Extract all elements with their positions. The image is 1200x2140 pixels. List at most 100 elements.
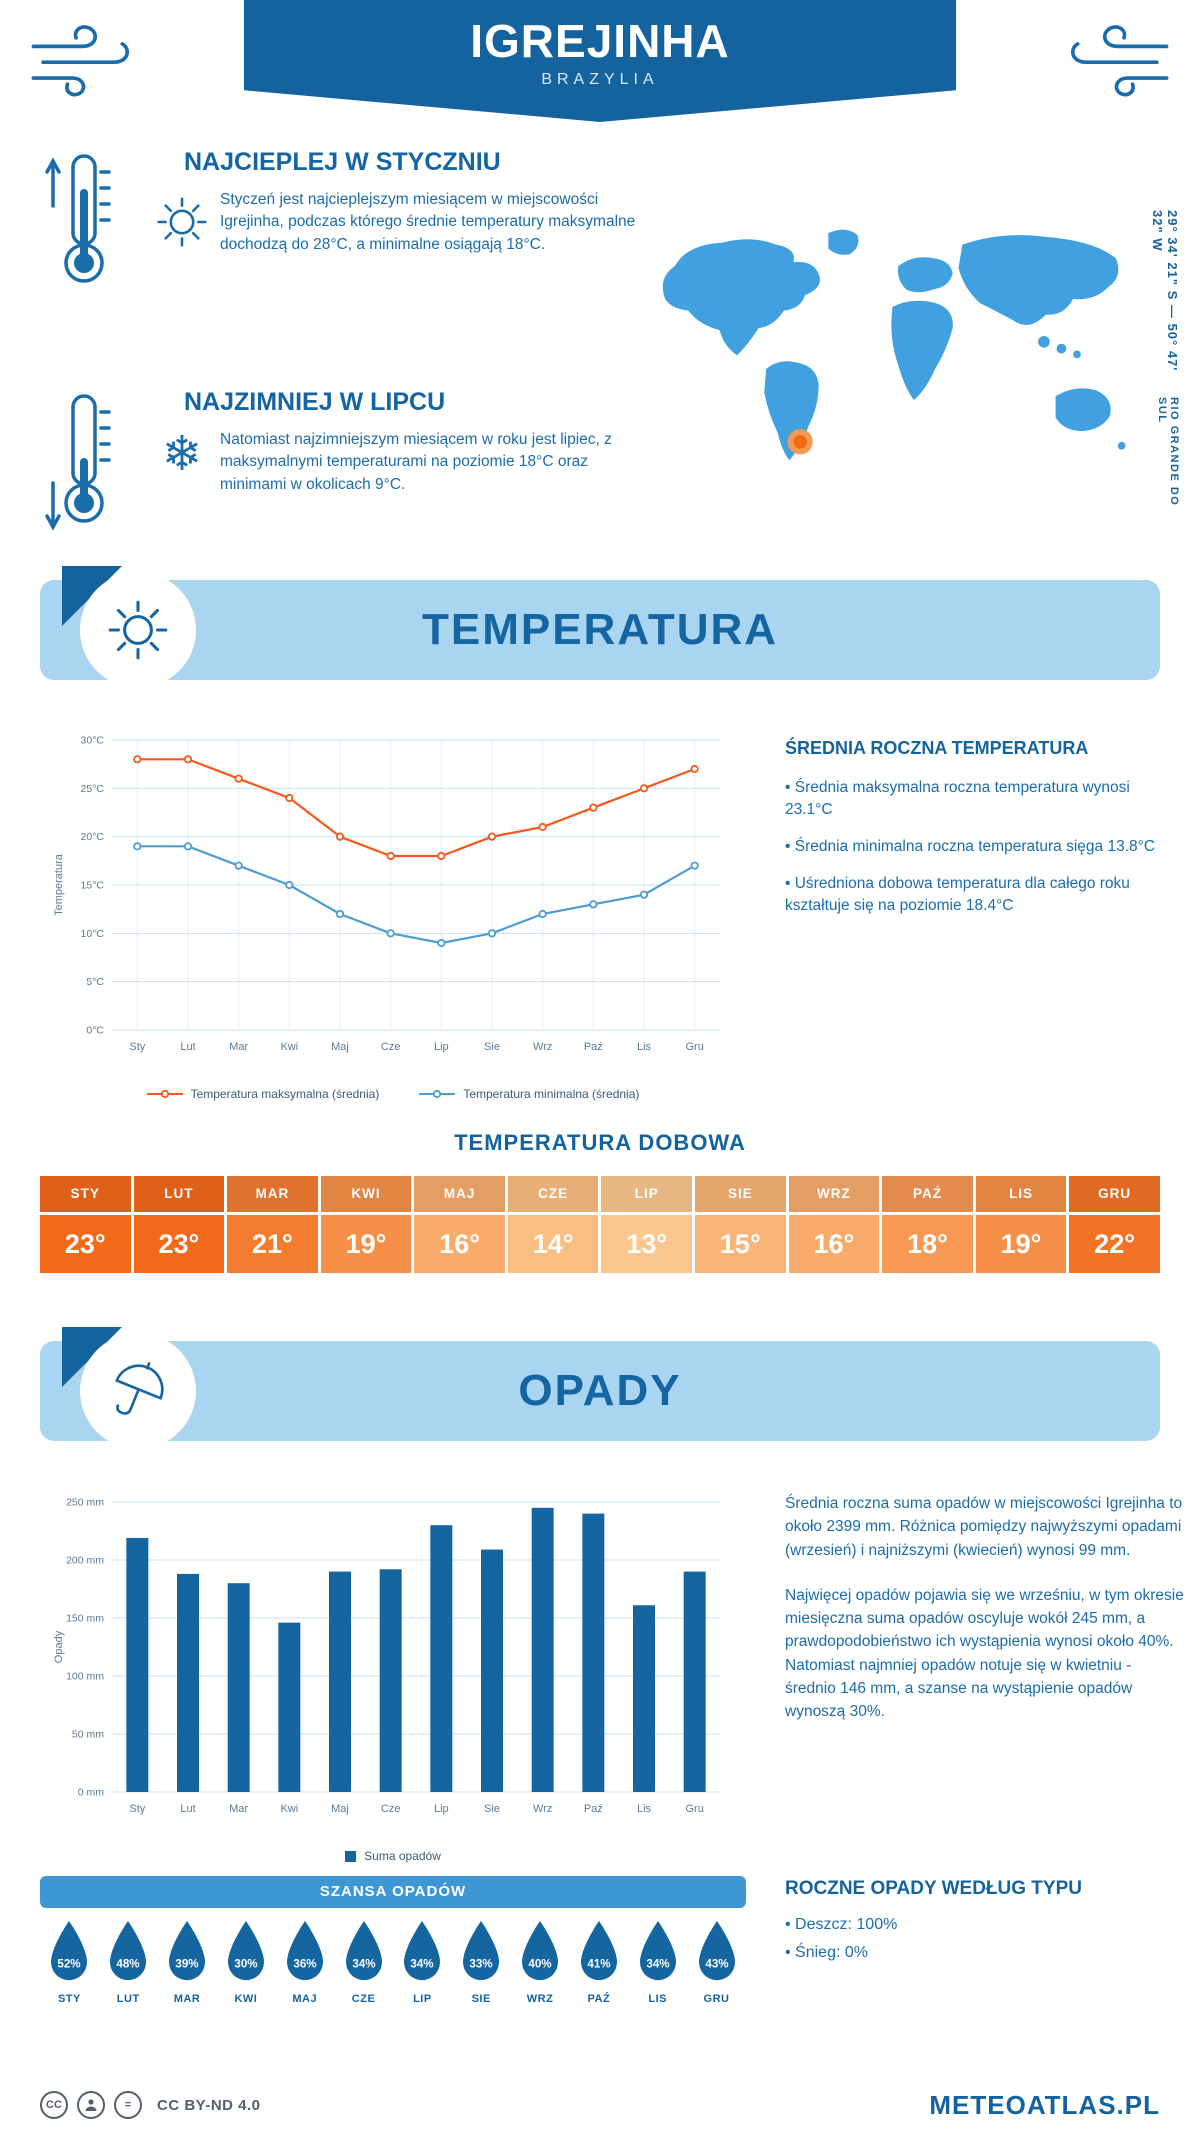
- rain-chance-item: 43% GRU: [687, 1918, 746, 2005]
- daily-temp-column: KWI 19°: [320, 1176, 412, 1273]
- coldest-title: NAJZIMNIEJ W LIPCU: [184, 388, 446, 416]
- precipitation-bar-chart: 0 mm 50 mm 100 mm 150 mm 200 mm 250 mm Sty Lut M…: [53, 1497, 720, 1815]
- droplet-icon: 39%: [169, 1921, 206, 1981]
- daily-temp-month: CZE: [507, 1176, 599, 1212]
- brand-logo: METEOATLAS.PL: [929, 2089, 1160, 2120]
- svg-text:Temperatura: Temperatura: [53, 853, 65, 916]
- droplet-icon: 33%: [463, 1921, 500, 1981]
- daily-temp-month: KWI: [320, 1176, 412, 1212]
- rain-chance-month: MAJ: [292, 1993, 318, 2005]
- daily-temp-month: LUT: [133, 1176, 225, 1212]
- svg-text:Gru: Gru: [685, 1803, 703, 1815]
- rain-chance-month: GRU: [703, 1993, 730, 2005]
- svg-text:10°C: 10°C: [81, 928, 105, 940]
- svg-text:30%: 30%: [234, 1958, 257, 1970]
- rain-chance-month: MAR: [173, 1993, 201, 2005]
- daily-temp-month: LIP: [601, 1176, 693, 1212]
- license-block: CC = CC BY-ND 4.0: [40, 2091, 261, 2119]
- daily-temp-value: 22°: [1069, 1215, 1160, 1273]
- rain-chance-item: 48% LUT: [99, 1918, 158, 2005]
- svg-text:Lis: Lis: [637, 1803, 652, 1815]
- license-text: CC BY-ND 4.0: [157, 2096, 261, 2114]
- warmest-text: Styczeń jest najcieplejszym miesiącem w …: [220, 191, 636, 253]
- page-title: IGREJINHA: [470, 15, 730, 67]
- coordinates-text: 29° 34' 21" S — 50° 47' 32" W: [1150, 210, 1180, 372]
- bar: [683, 1571, 706, 1792]
- type-bullet-snow: Śnieg: 0%: [785, 1944, 1180, 1962]
- rain-chance-month: LIS: [648, 1993, 667, 2005]
- svg-text:34%: 34%: [411, 1958, 434, 1970]
- rain-chance-item: 40% WRZ: [511, 1918, 570, 2005]
- sun-icon: [80, 572, 196, 688]
- svg-text:Mar: Mar: [229, 1803, 248, 1815]
- svg-text:Sty: Sty: [129, 1041, 145, 1053]
- legend-swatch: [345, 1850, 357, 1862]
- daily-temp-month: STY: [40, 1176, 131, 1212]
- legend-item: Temperatura maksymalna (średnia): [146, 1087, 379, 1101]
- summary-bullet: Uśredniona dobowa temperatura dla całego…: [785, 873, 1171, 917]
- legend-item: Temperatura minimalna (średnia): [419, 1087, 639, 1101]
- rain-chance-month: KWI: [234, 1993, 258, 2005]
- sun-icon: [144, 189, 220, 258]
- svg-text:Wrz: Wrz: [533, 1041, 552, 1053]
- svg-text:25°C: 25°C: [81, 783, 105, 795]
- daily-temp-value: 18°: [882, 1215, 973, 1273]
- rain-chance-month: PAŹ: [587, 1993, 611, 2005]
- svg-text:Lut: Lut: [180, 1041, 195, 1053]
- temperature-chart-legend: Temperatura maksymalna (średnia) Temperat…: [48, 1087, 738, 1101]
- bar: [126, 1537, 149, 1792]
- svg-text:Lut: Lut: [180, 1803, 195, 1815]
- rain-chance-month: SIE: [471, 1993, 491, 2005]
- svg-text:Maj: Maj: [331, 1803, 349, 1815]
- svg-text:52%: 52%: [58, 1958, 81, 1970]
- svg-text:Sty: Sty: [129, 1803, 145, 1815]
- svg-text:20°C: 20°C: [81, 831, 105, 843]
- series-line: [137, 845, 696, 945]
- warmest-month-section: NAJCIEPLEJ W STYCZNIU Styczeń jest najci…: [40, 148, 680, 303]
- temperature-chart-block: 0°C 5°C 10°C 15°C 20°C 25°C 30°C Sty Lut Mar Kwi Ma…: [48, 726, 738, 1101]
- svg-text:150 mm: 150 mm: [66, 1613, 104, 1625]
- svg-text:Cze: Cze: [381, 1041, 401, 1053]
- svg-text:Kwi: Kwi: [280, 1041, 298, 1053]
- thermometer-down-icon: [40, 388, 136, 543]
- daily-temp-value: 15°: [695, 1215, 786, 1273]
- bar: [633, 1605, 655, 1792]
- precipitation-text: Średnia roczna suma opadów w miejscowośc…: [785, 1492, 1185, 1745]
- precip-paragraph-1: Średnia roczna suma opadów w miejscowośc…: [785, 1495, 1183, 1559]
- daily-temp-column: LUT 23°: [133, 1176, 225, 1273]
- rain-chance-month: LUT: [116, 1993, 140, 2005]
- droplet-icon: 48%: [110, 1921, 147, 1981]
- daily-temperature-title: TEMPERATURA DOBOWA: [454, 1130, 746, 1155]
- svg-text:0 mm: 0 mm: [78, 1787, 105, 1799]
- svg-text:Mar: Mar: [229, 1041, 248, 1053]
- daily-temp-column: MAR 21°: [227, 1176, 318, 1273]
- droplet-icon: 41%: [580, 1921, 617, 1981]
- precipitation-type-title: ROCZNE OPADY WEDŁUG TYPU: [785, 1878, 1082, 1899]
- temperature-line-chart: 0°C 5°C 10°C 15°C 20°C 25°C 30°C Sty Lut Mar Kwi Ma…: [53, 735, 720, 1053]
- type-bullet-rain: Deszcz: 100%: [785, 1916, 1180, 1934]
- bar: [329, 1571, 351, 1792]
- svg-text:50 mm: 50 mm: [72, 1729, 104, 1741]
- daily-temp-value: 19°: [320, 1215, 412, 1273]
- rain-chance-item: 36% MAJ: [275, 1918, 334, 2005]
- svg-text:Gru: Gru: [685, 1041, 703, 1053]
- svg-text:41%: 41%: [587, 1958, 610, 1970]
- precipitation-type-block: ROCZNE OPADY WEDŁUG TYPU Deszcz: 100% Śn…: [785, 1878, 1180, 1972]
- precipitation-section-title: OPADY: [518, 1366, 682, 1415]
- daily-temp-value: 16°: [414, 1215, 505, 1273]
- precipitation-chart-block: 0 mm 50 mm 100 mm 150 mm 200 mm 250 mm Sty Lut M…: [48, 1488, 738, 1863]
- rain-chance-item: 34% CZE: [334, 1918, 393, 2005]
- location-marker: [787, 429, 813, 455]
- bar: [227, 1583, 250, 1792]
- daily-temp-month: SIE: [695, 1176, 786, 1212]
- bar: [379, 1569, 402, 1792]
- droplet-icon: 52%: [51, 1921, 88, 1981]
- daily-temp-value: 23°: [40, 1215, 131, 1273]
- daily-temp-month: WRZ: [788, 1176, 880, 1212]
- droplet-icon: 36%: [286, 1921, 323, 1981]
- svg-text:5°C: 5°C: [86, 976, 104, 988]
- footer: CC = CC BY-ND 4.0 METEOATLAS.PL: [0, 2070, 1200, 2140]
- svg-text:40%: 40%: [528, 1958, 551, 1970]
- daily-temp-column: LIS 19°: [975, 1176, 1067, 1273]
